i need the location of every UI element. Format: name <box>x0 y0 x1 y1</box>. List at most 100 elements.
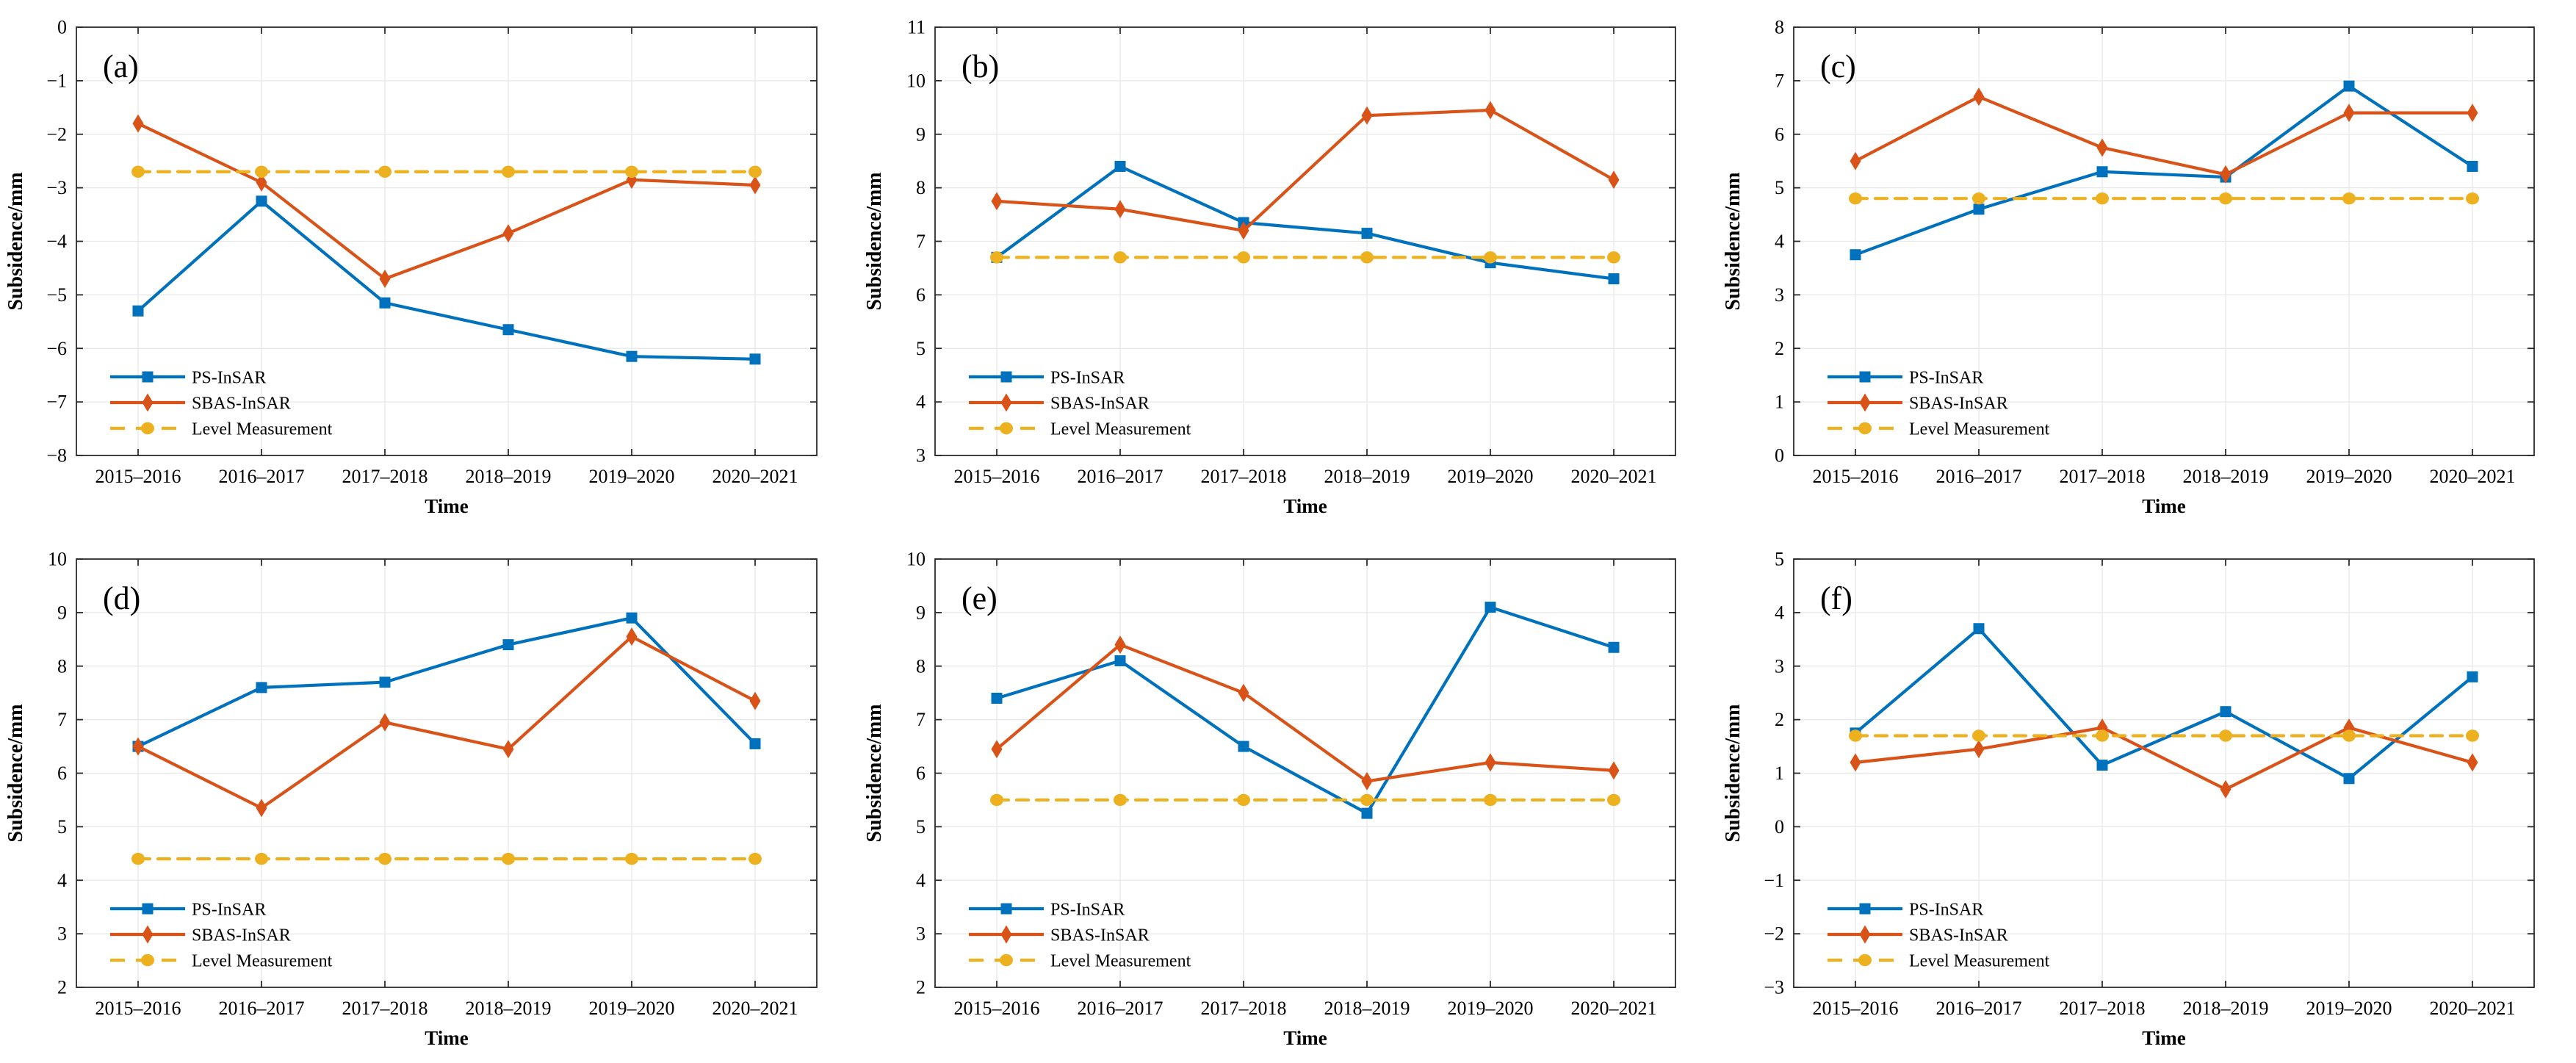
data-point-marker <box>1850 249 1861 261</box>
data-point-marker <box>1361 771 1373 790</box>
x-tick-label: 2019–2020 <box>1448 466 1534 487</box>
gridlines <box>76 27 817 455</box>
data-point-marker <box>2219 729 2232 742</box>
y-axis-title: Subsidence/mm <box>4 704 27 842</box>
x-tick-label: 2016–2017 <box>1078 466 1163 487</box>
data-point-marker <box>132 737 144 756</box>
data-point-marker <box>2467 160 2478 172</box>
legend-item-Level Measurement: Level Measurement <box>969 951 1191 970</box>
legend-label: Level Measurement <box>1050 420 1191 439</box>
legend: PS-InSAR SBAS-InSAR Level Measurement <box>110 900 333 970</box>
legend-marker <box>1858 422 1872 435</box>
series-Level Measurement <box>1849 729 2479 742</box>
data-point-marker <box>502 638 514 650</box>
panel-label: (b) <box>962 48 999 84</box>
chart-panel-d: 2 3 4 5 6 7 8 9 10 2015–2016 2016–2017 2017–2018 201… <box>0 531 859 1063</box>
x-axis-title: Time <box>425 1027 469 1049</box>
y-tick-label: 4 <box>1775 602 1784 623</box>
data-point-marker <box>131 165 145 178</box>
data-point-marker <box>1114 160 1126 172</box>
y-tick-label: 0 <box>1775 815 1784 837</box>
chart-svg-(c): 0 1 2 3 4 5 6 7 8 2015–2016 2016–2017 2017–2018 2018… <box>1717 0 2576 532</box>
data-point-marker <box>991 192 1003 211</box>
data-point-marker <box>1850 752 1861 771</box>
legend-label: SBAS-InSAR <box>192 394 291 414</box>
legend-label: Level Measurement <box>192 951 333 970</box>
x-tick-label: 2017–2018 <box>1201 466 1287 487</box>
data-point-marker <box>1484 601 1496 613</box>
y-tick-label: 0 <box>57 17 67 38</box>
legend-marker <box>142 393 154 412</box>
x-tick-label: 2019–2020 <box>589 998 675 1019</box>
y-tick-label: 7 <box>916 231 926 252</box>
data-point-marker <box>1973 622 1985 634</box>
x-tick-label: 2019–2020 <box>2306 998 2392 1019</box>
legend-label: SBAS-InSAR <box>1909 926 2008 945</box>
data-point-marker <box>502 165 515 178</box>
data-point-marker <box>1114 251 1127 264</box>
legend-label: Level Measurement <box>1909 420 2050 439</box>
y-tick-label: 6 <box>57 763 67 784</box>
data-point-marker <box>1973 87 1985 107</box>
data-point-marker <box>1850 151 1861 170</box>
data-point-marker <box>379 270 391 289</box>
legend-item-PS-InSAR: PS-InSAR <box>110 369 266 388</box>
y-tick-label: 0 <box>1775 445 1784 466</box>
x-axis-title: Time <box>425 495 469 517</box>
legend-item-SBAS-InSAR: SBAS-InSAR <box>110 393 291 414</box>
y-tick-label: 11 <box>907 17 926 38</box>
y-tick-label: 7 <box>57 709 67 730</box>
legend-label: SBAS-InSAR <box>1909 394 2008 414</box>
legend-label: Level Measurement <box>1050 951 1191 970</box>
data-point-marker <box>1484 101 1496 120</box>
series-line <box>995 165 1616 281</box>
y-tick-label: −2 <box>1764 923 1784 944</box>
chart-background <box>0 531 859 1063</box>
data-point-marker <box>378 165 392 178</box>
data-point-marker <box>748 165 762 178</box>
x-tick-label: 2017–2018 <box>2060 466 2146 487</box>
series-SBAS-InSAR <box>991 101 1620 240</box>
x-tick-label: 2017–2018 <box>342 998 428 1019</box>
data-point-marker <box>625 852 638 865</box>
legend-marker <box>1858 954 1872 966</box>
legend-label: PS-InSAR <box>192 369 266 388</box>
chart-panel-f: −3 −2 −1 0 1 2 3 4 5 2015–2016 2016–2017 2017–2018 2… <box>1717 531 2576 1063</box>
legend-item-Level Measurement: Level Measurement <box>969 420 1191 439</box>
x-tick-label: 2017–2018 <box>2060 998 2146 1019</box>
data-point-marker <box>2467 104 2478 123</box>
legend-marker <box>142 925 154 943</box>
x-tick-label: 2018–2019 <box>1324 998 1410 1019</box>
data-point-marker <box>1361 106 1373 125</box>
x-tick-label: 2015–2016 <box>95 466 181 487</box>
y-tick-label: −3 <box>1764 976 1784 998</box>
series-Level Measurement <box>1849 192 2479 205</box>
y-tick-label: 2 <box>1775 338 1784 359</box>
data-point-marker <box>1114 793 1127 806</box>
data-point-marker <box>749 176 761 195</box>
data-point-marker <box>991 739 1003 758</box>
legend-item-PS-InSAR: PS-InSAR <box>969 900 1125 919</box>
x-tick-label: 2018–2019 <box>2183 998 2269 1019</box>
x-tick-label: 2016–2017 <box>1078 998 1163 1019</box>
data-point-marker <box>2220 705 2232 717</box>
legend-item-SBAS-InSAR: SBAS-InSAR <box>1828 393 2008 414</box>
y-tick-label: 3 <box>916 445 926 466</box>
data-point-marker <box>1973 739 1985 758</box>
series-PS-InSAR <box>991 601 1620 819</box>
data-point-marker <box>749 691 761 710</box>
data-point-marker <box>2343 80 2355 92</box>
y-tick-label: 8 <box>916 655 926 677</box>
data-point-marker <box>2343 718 2355 737</box>
chart-panel-e: 2 3 4 5 6 7 8 9 10 2015–2016 2016–2017 2017–2018 201… <box>859 531 1717 1063</box>
legend-item-Level Measurement: Level Measurement <box>110 420 333 439</box>
axis-box <box>76 26 818 456</box>
axis-box <box>1793 558 2535 988</box>
y-tick-label: 1 <box>1775 392 1784 413</box>
chart-svg-(e): 2 3 4 5 6 7 8 9 10 2015–2016 2016–2017 2017–2018 201… <box>859 531 1717 1063</box>
y-tick-label: 8 <box>57 655 67 677</box>
x-tick-label: 2020–2021 <box>1571 466 1657 487</box>
data-point-marker <box>1849 192 1862 205</box>
data-point-marker <box>2220 165 2232 184</box>
y-tick-label: 8 <box>1775 17 1784 38</box>
